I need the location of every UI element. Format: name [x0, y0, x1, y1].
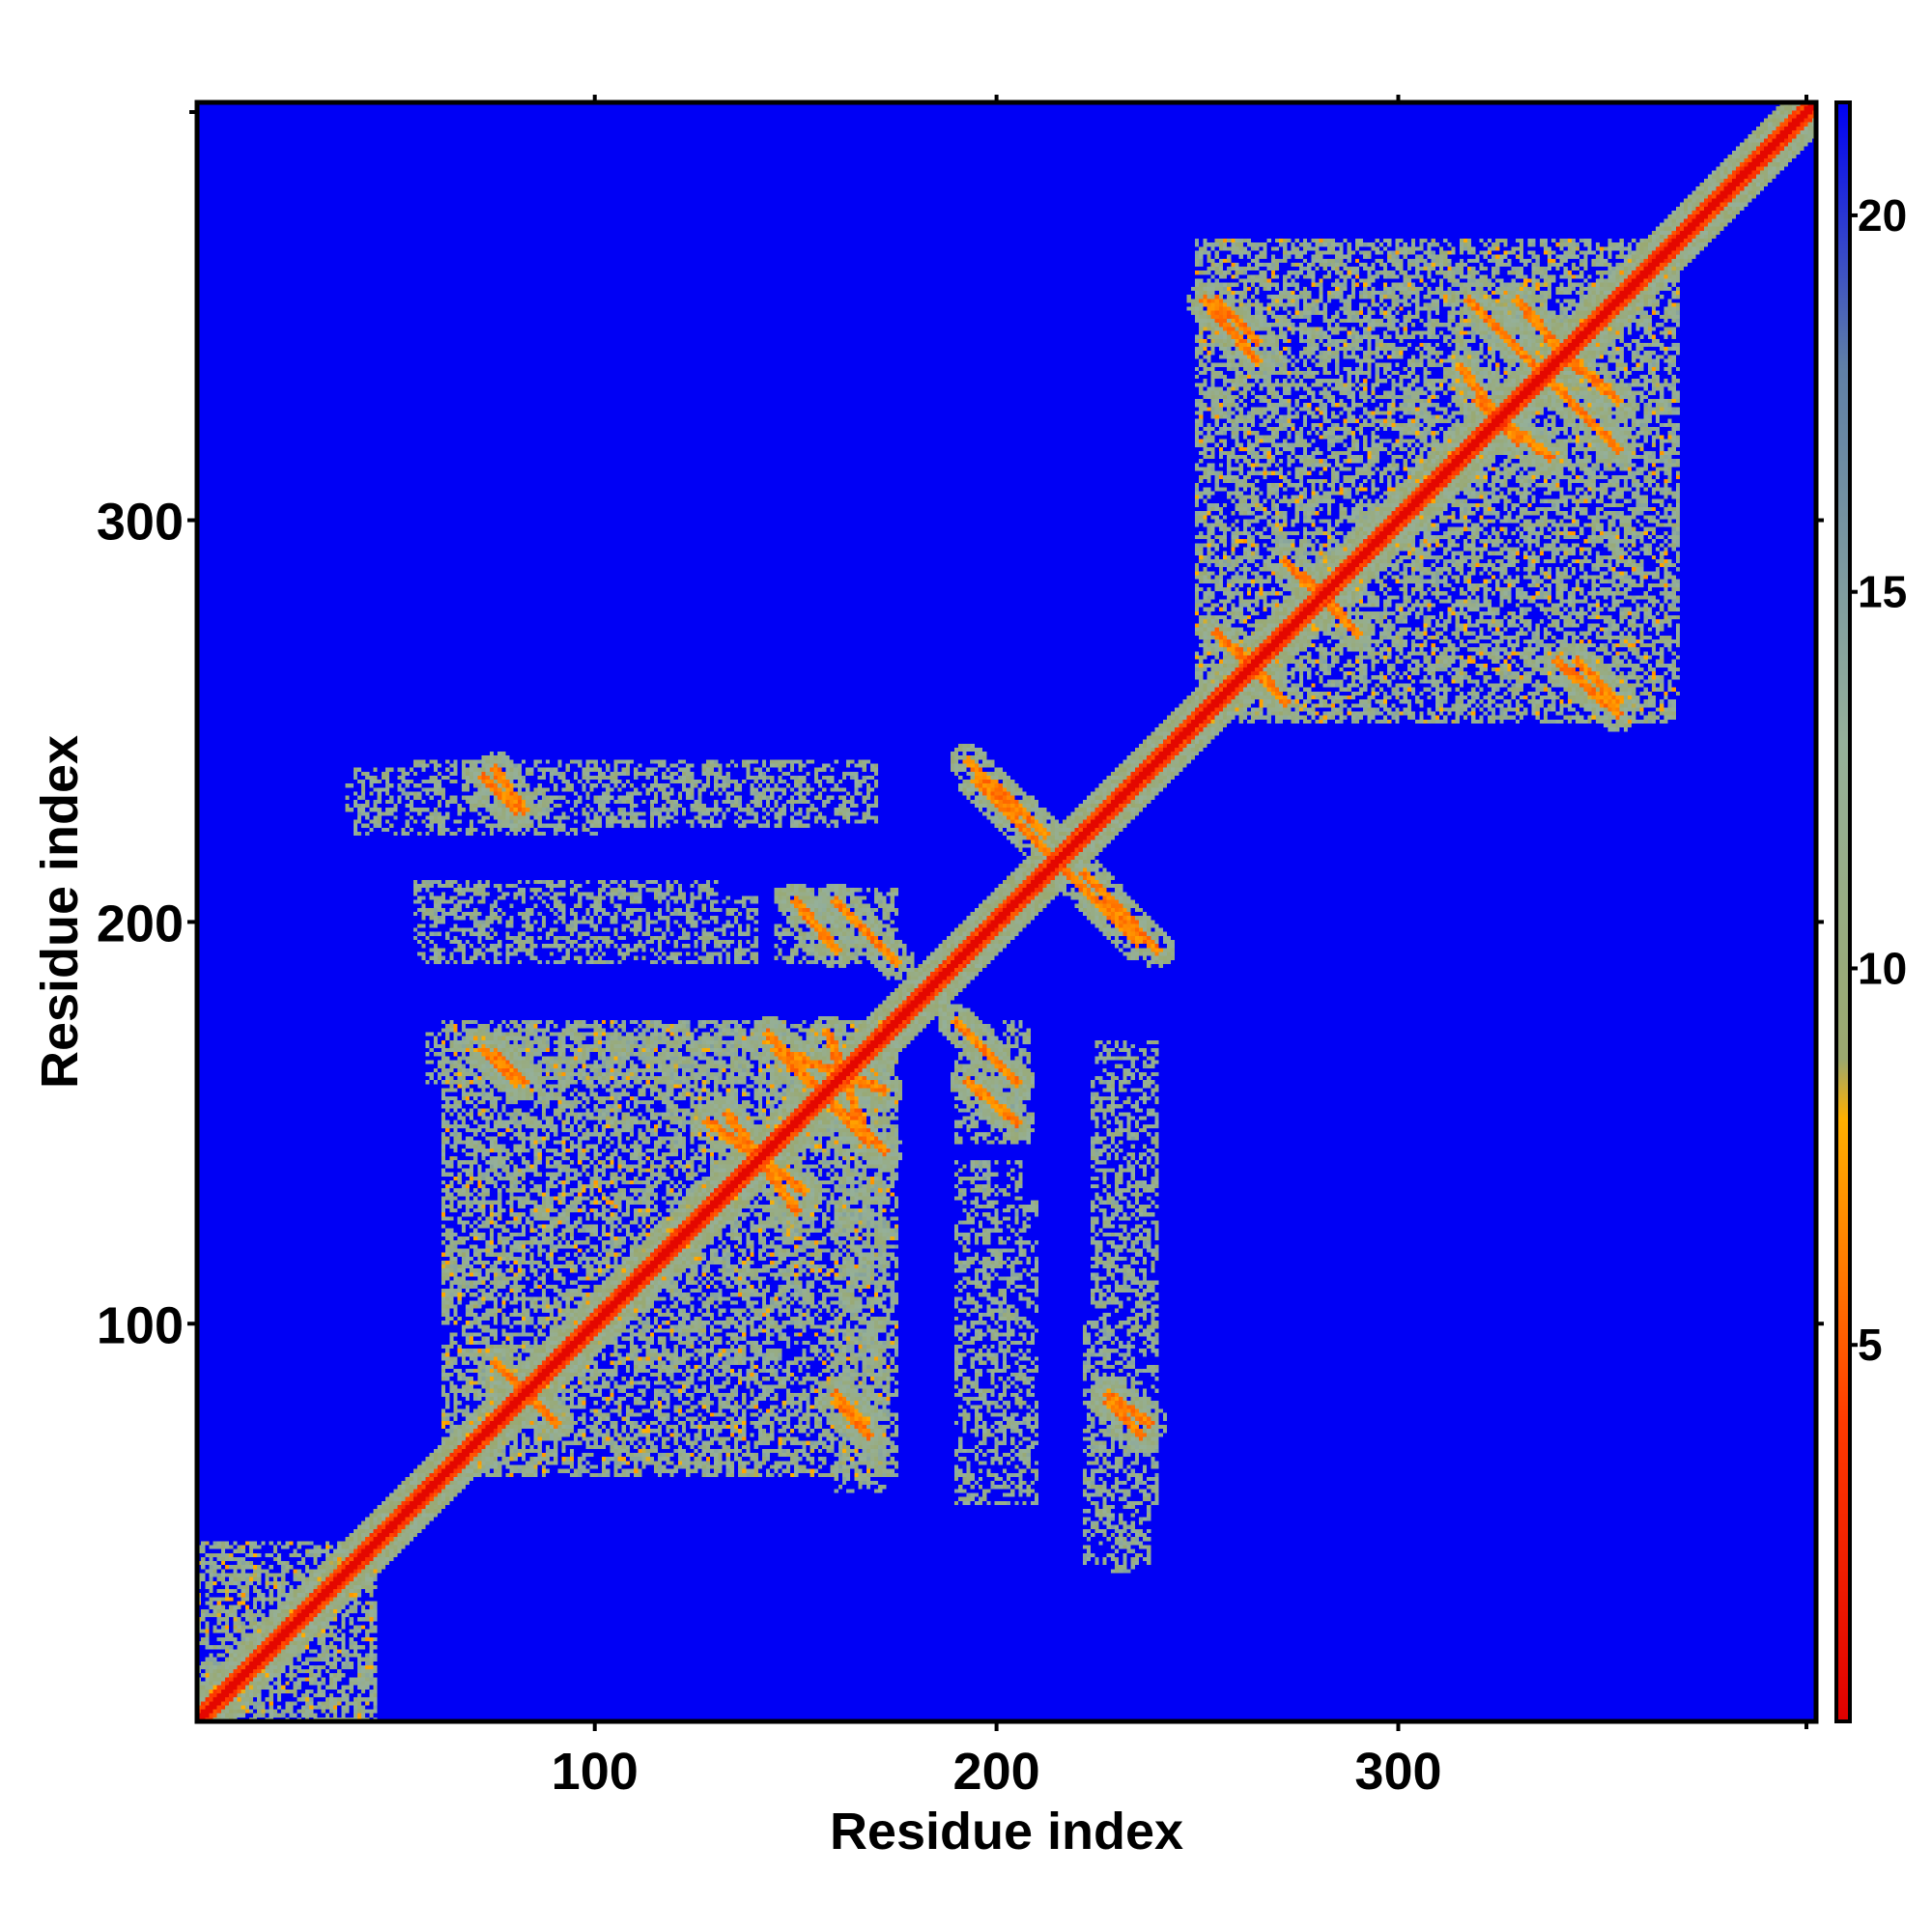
heatmap-cells [197, 102, 1816, 1721]
colorbar-tick-label: 20 [1858, 190, 1907, 241]
heatmap-image [197, 102, 1816, 1721]
x-tick-label: 100 [552, 1743, 639, 1801]
colorbar-tick-label: 15 [1858, 567, 1907, 617]
colorbar: 5 10 15 20 [1834, 100, 1907, 1723]
x-tick-label: 200 [953, 1743, 1040, 1801]
x-tick-label: 300 [1354, 1743, 1441, 1801]
plot-frame [194, 99, 1819, 1724]
y-tick-label: 100 [97, 1296, 184, 1354]
y-tick-label: 200 [97, 895, 184, 952]
colorbar-tick-label: 5 [1858, 1320, 1883, 1370]
axis-ticks: 100 200 300 100 200 300 [97, 95, 1824, 1801]
y-tick-label: 300 [97, 494, 184, 552]
y-axis-title: Residue index [31, 735, 89, 1089]
x-axis-title: Residue index [830, 1803, 1183, 1861]
colorbar-tick-label: 10 [1858, 943, 1907, 993]
colorbar-scale [1834, 100, 1852, 1723]
